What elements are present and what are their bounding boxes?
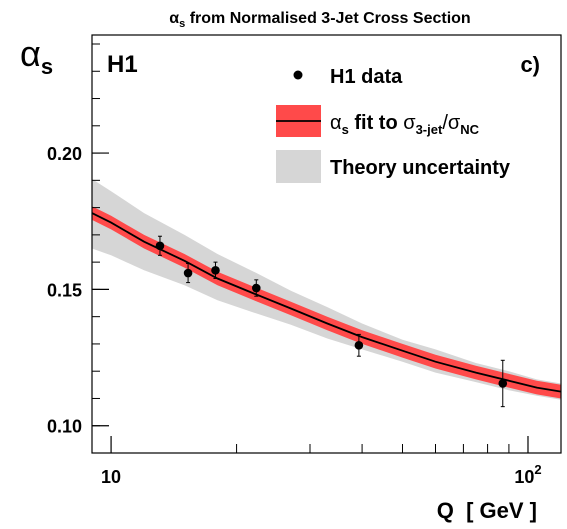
experiment-label: H1	[107, 51, 138, 78]
data-point	[155, 235, 165, 256]
data-point	[354, 333, 364, 357]
fit-band	[92, 206, 561, 399]
y-axis-label: αs	[20, 33, 53, 79]
data-point-marker	[498, 379, 508, 388]
data-points-layer	[155, 235, 508, 408]
chart-title: αs from Normalised 3-Jet Cross Section	[169, 10, 470, 30]
y-tick-label: 0.20	[47, 144, 82, 164]
legend-fit-sigma2: σ	[448, 112, 461, 134]
data-point-marker	[211, 266, 220, 275]
y-tick-label: 0.15	[47, 280, 82, 300]
y-tick-label: 0.10	[47, 417, 82, 437]
title-alpha: α	[169, 10, 179, 27]
legend-theory-swatch	[276, 150, 321, 183]
title-alpha-subscript: s	[179, 18, 185, 30]
legend-fit-sigma1: σ	[403, 112, 416, 134]
x-tick-label: 10	[101, 467, 121, 487]
legend-fit-alpha-subscript: s	[342, 122, 349, 137]
theory-band	[92, 179, 561, 400]
data-point-marker	[155, 241, 165, 251]
legend-fit-alpha: α	[330, 112, 342, 134]
plot-frame	[91, 34, 562, 454]
x-axis: 10 102	[91, 436, 542, 487]
data-point	[211, 261, 220, 279]
title-rest: from Normalised 3-Jet Cross Section	[185, 10, 470, 27]
y-axis-label-alpha: α	[20, 33, 41, 74]
data-point	[183, 262, 193, 284]
legend-fit-text: fit to	[349, 112, 403, 134]
x-tick-label: 102	[514, 462, 541, 487]
panel-label: c)	[520, 52, 540, 77]
legend-fit-label: αs fit to σ3-jet/σNC	[330, 112, 480, 137]
fit-band-layer	[92, 206, 561, 399]
legend-data-label: H1 data	[330, 66, 403, 88]
data-point-marker	[183, 268, 193, 278]
theory-band-layer	[92, 179, 561, 400]
legend-fit-sigma1-subscript: 3-jet	[416, 122, 443, 137]
legend-fit-slash: /	[442, 112, 448, 134]
x-axis-label: Q [ GeV ]	[437, 498, 537, 523]
data-point-marker	[354, 340, 364, 350]
data-point	[251, 279, 261, 297]
data-point	[498, 359, 508, 408]
data-point-marker	[251, 283, 261, 293]
y-axis-label-subscript: s	[41, 54, 53, 79]
legend: H1 data αs fit to σ3-jet/σNC Theory unce…	[276, 66, 511, 183]
legend-data-marker	[293, 70, 303, 80]
y-axis: 0.10 0.15 0.20	[47, 43, 109, 454]
legend-theory-label: Theory uncertainty	[330, 157, 511, 179]
legend-fit-sigma2-subscript: NC	[460, 122, 479, 137]
